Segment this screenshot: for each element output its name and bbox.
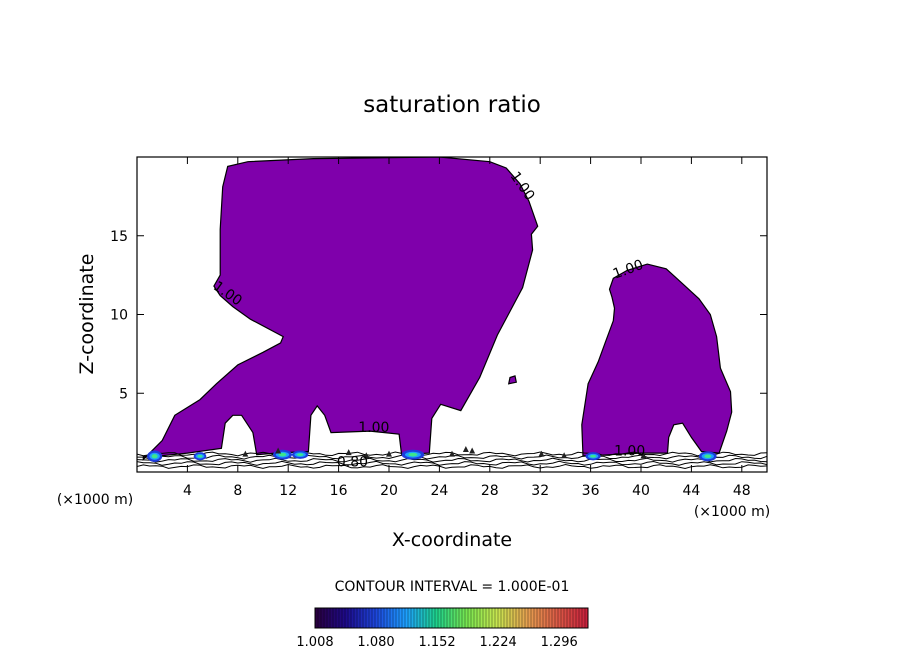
ground-speck <box>345 449 352 456</box>
surface-hotspot <box>291 450 309 459</box>
x-tick-label: 36 <box>582 483 600 499</box>
colorbar-tick-label: 1.008 <box>296 635 333 650</box>
colorbar-tick-label: 1.152 <box>418 635 455 650</box>
x-unit-right: (×1000 m) <box>694 504 770 520</box>
ground-speck <box>538 450 545 457</box>
surface-hotspot <box>401 449 425 460</box>
x-tick-label: 24 <box>430 483 448 499</box>
ground-speck <box>469 447 476 454</box>
colorbar-tick-label: 1.224 <box>480 635 517 650</box>
plot-area: 1.001.001.001.001.000.80 4 8 12 16 20 24 28 32 3… <box>110 156 768 499</box>
x-tick-label: 20 <box>380 483 398 499</box>
ground-speck <box>242 450 249 457</box>
colorbar-tick-label: 1.296 <box>541 635 578 650</box>
contour-label: 1.00 <box>614 443 645 459</box>
ground-speck <box>449 450 455 457</box>
y-tick-label: 15 <box>110 229 128 245</box>
x-axis-label: X-coordinate <box>392 529 512 551</box>
colorbar: 1.008 1.080 1.152 1.224 1.296 <box>296 607 589 650</box>
ground-speck <box>462 445 469 452</box>
x-tick-label: 12 <box>279 483 297 499</box>
y-tick-label: 5 <box>119 386 128 402</box>
contour-interval-label: CONTOUR INTERVAL = 1.000E-01 <box>335 579 570 595</box>
y-axis-label: Z-coordinate <box>76 254 98 375</box>
ground-speck <box>363 452 370 459</box>
surface-contour-line <box>137 460 767 466</box>
contour-label: 1.00 <box>358 420 389 436</box>
surface-contour-line <box>137 457 767 463</box>
x-tick-label: 32 <box>531 483 549 499</box>
surface-hotspot <box>585 452 601 461</box>
contour-label: 0.80 <box>337 454 368 470</box>
y-tick-label: 10 <box>110 308 128 324</box>
ground-speck <box>386 450 392 457</box>
x-tick-label: 44 <box>682 483 700 499</box>
x-tick-label: 28 <box>481 483 499 499</box>
chart-title: saturation ratio <box>363 92 541 118</box>
ground-speck <box>640 452 647 459</box>
surface-hotspot <box>698 451 717 462</box>
colorbar-fill <box>314 607 589 629</box>
surface-hotspot <box>273 449 292 460</box>
surface-hotspot <box>147 450 163 462</box>
x-tick-label: 16 <box>330 483 348 499</box>
x-tick-label: 48 <box>733 483 751 499</box>
ground-speck <box>275 447 282 454</box>
colorbar-tick-label: 1.080 <box>357 635 394 650</box>
ground-speck <box>561 452 568 459</box>
x-tick-label: 8 <box>233 483 242 499</box>
x-tick-label: 40 <box>632 483 650 499</box>
cloud-region-speck <box>507 375 518 385</box>
x-unit-left: (×1000 m) <box>57 492 133 508</box>
cloud-region-right-cloud <box>581 263 733 457</box>
cloud-region-main-cloud <box>142 157 539 461</box>
surface-contour-line <box>137 463 767 470</box>
x-tick-label: 4 <box>183 483 192 499</box>
surface-hotspot <box>193 452 207 461</box>
